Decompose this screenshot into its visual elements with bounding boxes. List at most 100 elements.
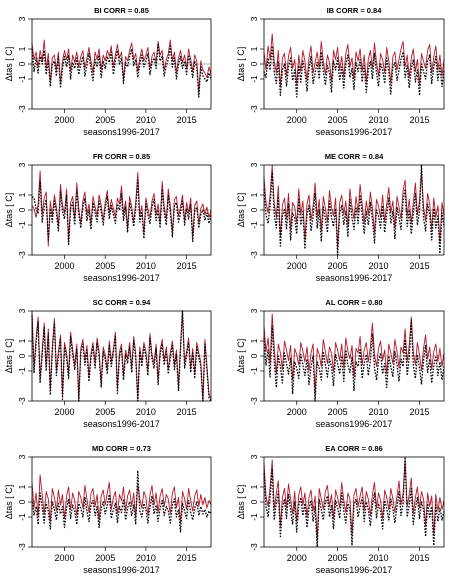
x-tick-label: 2015 bbox=[409, 407, 429, 417]
observed-series-line bbox=[31, 310, 212, 402]
x-tick-label: 2015 bbox=[409, 115, 429, 125]
x-tick-label: 2015 bbox=[177, 407, 197, 417]
y-tick-label: -1 bbox=[17, 75, 27, 83]
panel: AL CORR = 0.80 2000 2005 2010 2015 seasons199… bbox=[236, 298, 445, 429]
model-series-line bbox=[263, 459, 445, 542]
x-tick-label: 2010 bbox=[136, 115, 156, 125]
model-series-line bbox=[31, 170, 212, 247]
panel: FR CORR = 0.85 2000 2005 2010 2015 seasons199… bbox=[4, 152, 212, 283]
x-tick-label: 2015 bbox=[409, 261, 429, 271]
y-tick-label: 1 bbox=[249, 192, 259, 197]
x-tick-label: 2005 bbox=[328, 261, 348, 271]
y-tick-label: 1 bbox=[249, 484, 259, 489]
x-tick-label: 2010 bbox=[369, 261, 389, 271]
y-axis-label: Δtas [ C] bbox=[4, 339, 14, 374]
y-tick-label: 1 bbox=[17, 484, 27, 489]
x-axis-label: seasons1996-2017 bbox=[316, 273, 393, 283]
x-tick-label: 2000 bbox=[287, 553, 307, 563]
y-tick-label: 1 bbox=[249, 338, 259, 343]
panel-title: AL CORR = 0.80 bbox=[325, 298, 382, 307]
x-tick-label: 2000 bbox=[55, 115, 75, 125]
model-series-line bbox=[31, 474, 212, 524]
y-axis-label: Δtas [ C] bbox=[4, 193, 14, 228]
x-axis-label: seasons1996-2017 bbox=[83, 419, 160, 429]
observed-series-line bbox=[263, 319, 445, 402]
y-tick-label: -1 bbox=[17, 513, 27, 521]
y-tick-label: 3 bbox=[249, 454, 259, 459]
panel-title: BI CORR = 0.85 bbox=[94, 6, 149, 15]
x-tick-label: 2000 bbox=[287, 261, 307, 271]
observed-series-line bbox=[263, 45, 445, 98]
x-tick-label: 2005 bbox=[328, 115, 348, 125]
y-tick-label: -1 bbox=[249, 221, 259, 229]
x-axis-label: seasons1996-2017 bbox=[316, 565, 393, 575]
y-axis-label: Δtas [ C] bbox=[4, 485, 14, 520]
panel-title: FR CORR = 0.85 bbox=[93, 152, 150, 161]
x-tick-label: 2010 bbox=[369, 553, 389, 563]
y-tick-label: -1 bbox=[17, 367, 27, 375]
panel-title: MD CORR = 0.73 bbox=[92, 444, 151, 453]
y-axis-label: Δtas [ C] bbox=[236, 485, 246, 520]
panel-title: EA CORR = 0.86 bbox=[325, 444, 382, 453]
y-tick-label: 0 bbox=[17, 207, 27, 212]
panel: BI CORR = 0.85 2000 2005 2010 2015 seasons199… bbox=[4, 6, 212, 137]
x-tick-label: 2000 bbox=[55, 553, 75, 563]
observed-series-line bbox=[263, 456, 445, 548]
x-axis-label: seasons1996-2017 bbox=[83, 127, 160, 137]
x-tick-label: 2010 bbox=[136, 553, 156, 563]
x-tick-label: 2010 bbox=[369, 115, 389, 125]
panel: EA CORR = 0.86 2000 2005 2010 2015 seasons199… bbox=[236, 444, 445, 575]
y-axis-label: Δtas [ C] bbox=[236, 339, 246, 374]
y-axis-label: Δtas [ C] bbox=[4, 47, 14, 82]
x-tick-label: 2000 bbox=[55, 261, 75, 271]
x-tick-label: 2010 bbox=[136, 261, 156, 271]
y-tick-label: -3 bbox=[17, 105, 27, 113]
y-tick-label: -3 bbox=[17, 543, 27, 551]
y-tick-label: 1 bbox=[17, 46, 27, 51]
observed-series-line bbox=[31, 43, 212, 98]
y-tick-label: 1 bbox=[17, 338, 27, 343]
y-tick-label: -1 bbox=[249, 75, 259, 83]
x-tick-label: 2000 bbox=[287, 115, 307, 125]
y-tick-label: -1 bbox=[249, 513, 259, 521]
x-axis-label: seasons1996-2017 bbox=[316, 127, 393, 137]
x-tick-label: 2005 bbox=[95, 407, 115, 417]
y-tick-label: -1 bbox=[17, 221, 27, 229]
x-tick-label: 2015 bbox=[177, 553, 197, 563]
model-series-line bbox=[263, 313, 445, 396]
x-tick-label: 2005 bbox=[95, 553, 115, 563]
y-tick-label: -3 bbox=[249, 397, 259, 405]
y-tick-label: -3 bbox=[17, 397, 27, 405]
panel-title: IB CORR = 0.84 bbox=[327, 6, 383, 15]
y-axis-label: Δtas [ C] bbox=[236, 47, 246, 82]
panel: ME CORR = 0.84 2000 2005 2010 2015 seasons199… bbox=[236, 152, 445, 283]
y-tick-label: 0 bbox=[17, 353, 27, 358]
x-tick-label: 2000 bbox=[55, 407, 75, 417]
x-tick-label: 2015 bbox=[177, 261, 197, 271]
panel: MD CORR = 0.73 2000 2005 2010 2015 seasons199… bbox=[4, 444, 212, 575]
y-tick-label: -1 bbox=[249, 367, 259, 375]
x-tick-label: 2005 bbox=[328, 553, 348, 563]
y-tick-label: 0 bbox=[249, 499, 259, 504]
y-tick-label: 3 bbox=[17, 308, 27, 313]
x-axis-label: seasons1996-2017 bbox=[316, 419, 393, 429]
model-series-line bbox=[263, 33, 445, 87]
y-tick-label: 3 bbox=[249, 162, 259, 167]
y-tick-label: 0 bbox=[249, 207, 259, 212]
panel-title: SC CORR = 0.94 bbox=[93, 298, 152, 307]
y-tick-label: -3 bbox=[249, 543, 259, 551]
x-tick-label: 2010 bbox=[136, 407, 156, 417]
panel: SC CORR = 0.94 2000 2005 2010 2015 seasons199… bbox=[4, 298, 212, 429]
x-axis-label: seasons1996-2017 bbox=[83, 565, 160, 575]
y-tick-label: 3 bbox=[249, 16, 259, 21]
x-tick-label: 2005 bbox=[95, 115, 115, 125]
x-tick-label: 2005 bbox=[328, 407, 348, 417]
y-tick-label: 0 bbox=[249, 353, 259, 358]
model-series-line bbox=[263, 164, 445, 248]
y-tick-label: 0 bbox=[249, 61, 259, 66]
x-tick-label: 2000 bbox=[287, 407, 307, 417]
y-axis-label: Δtas [ C] bbox=[236, 193, 246, 228]
y-tick-label: 3 bbox=[249, 308, 259, 313]
y-tick-label: -3 bbox=[17, 251, 27, 259]
